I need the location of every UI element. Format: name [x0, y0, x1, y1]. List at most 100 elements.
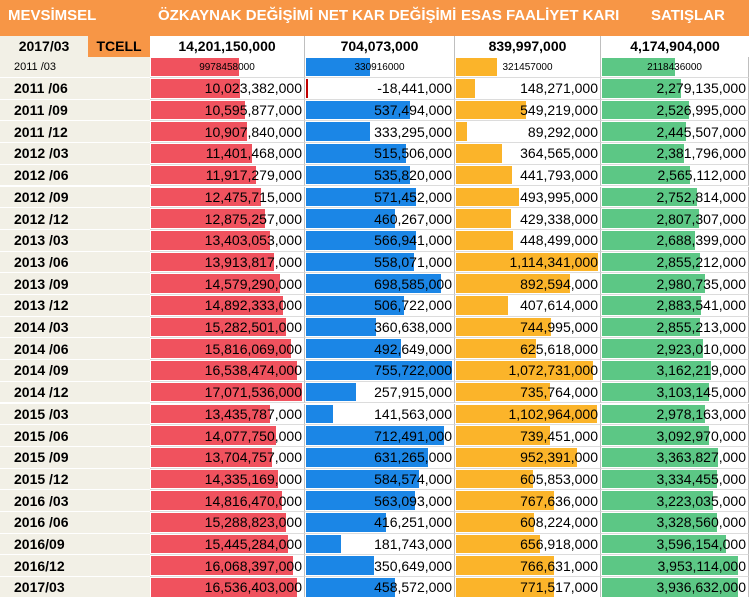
faaliyet-cell: 771,517,000: [455, 577, 601, 597]
row-period-label: 2014 /06: [0, 338, 150, 361]
faaliyet-bar: [456, 578, 554, 597]
row-period-label: 2012 /12: [0, 208, 150, 230]
ozkaynak-value: 14,816,470,000: [204, 492, 302, 509]
ozkaynak-cell: 15,288,823,000: [150, 512, 305, 534]
ozkaynak-value: 10,023,382,000: [204, 80, 302, 97]
netkar-bar: [306, 230, 416, 250]
table-row: 2015 /09 13,704,757,000 631,265,000 952,391…: [0, 446, 749, 469]
ozkaynak-bar: [151, 58, 239, 76]
netkar-bar: [306, 339, 401, 359]
faaliyet-value: 952,391,000: [520, 449, 598, 466]
satislar-value: 2,565,112,000: [657, 167, 747, 184]
netkar-bar: [306, 426, 444, 445]
netkar-value: 515,506,000: [374, 145, 452, 162]
satislar-value: 2,279,135,000: [656, 80, 746, 97]
ozkaynak-value: 16,536,403,000: [204, 579, 302, 596]
netkar-value: 333,295,000: [374, 123, 452, 140]
netkar-cell: 333,295,000: [305, 121, 455, 144]
faaliyet-cell: 605,853,000: [455, 468, 601, 491]
netkar-cell: 506,722,000: [305, 295, 455, 317]
netkar-value: 460,267,000: [374, 210, 452, 227]
period-column-header: MEVSİMSEL: [8, 7, 97, 24]
ozkaynak-cell: 17,071,536,000: [150, 381, 305, 404]
netkar-bar: [306, 513, 386, 532]
faaliyet-cell: 608,224,000: [455, 512, 601, 534]
satislar-cell: 2,279,135,000: [601, 78, 749, 100]
faaliyet-bar: [456, 79, 475, 98]
faaliyet-value: 625,618,000: [520, 340, 598, 357]
faaliyet-bar: [456, 187, 519, 207]
netkar-value: 350,649,000: [374, 557, 452, 574]
faaliyet-cell: 892,594,000: [455, 273, 601, 295]
netkar-cell: 566,941,000: [305, 229, 455, 252]
ozkaynak-bar: [151, 79, 240, 98]
satislar-value: 3,363,827,000: [656, 449, 746, 466]
satislar-bar: [602, 122, 686, 142]
netkar-cell: 416,251,000: [305, 512, 455, 534]
faaliyet-value: 735,764,000: [520, 384, 598, 401]
faaliyet-value: 549,219,000: [520, 102, 598, 119]
satislar-value: 2,855,212,000: [656, 253, 746, 270]
netkar-bar: [306, 578, 395, 597]
netkar-value: 535,820,000: [374, 167, 452, 184]
satislar-value: 3,936,632,000: [656, 579, 746, 596]
satislar-bar: [602, 165, 690, 185]
ozkaynak-value: 11,917,279,000: [205, 167, 302, 184]
ozkaynak-cell: 10,023,382,000: [150, 78, 305, 100]
row-period-label: 2014 /12: [0, 381, 150, 404]
ozkaynak-bar: [151, 361, 297, 380]
netkar-cell: 181,743,000: [305, 533, 455, 556]
netkar-value: -18,441,000: [377, 80, 452, 97]
table-row: 2012 /06 11,917,279,000 535,820,000 441,793…: [0, 164, 749, 187]
satislar-bar: [602, 230, 695, 250]
ozkaynak-bar: [151, 122, 247, 142]
faaliyet-value: 148,271,000: [520, 80, 598, 97]
ozkaynak-bar: [151, 296, 283, 315]
current-faaliyet: 839,997,000: [455, 36, 601, 57]
faaliyet-bar: [456, 144, 502, 163]
satislar-value: 3,596,154,000: [656, 536, 746, 553]
satislar-cell: 3,162,219,000: [601, 360, 749, 382]
netkar-cell: 563,093,000: [305, 490, 455, 512]
satislar-value: 2,752,814,000: [656, 188, 746, 205]
netkar-value: 558,071,000: [374, 253, 452, 270]
satislar-cell: 3,223,035,000: [601, 490, 749, 512]
ozkaynak-bar: [151, 578, 297, 597]
faaliyet-cell: 735,764,000: [455, 381, 601, 404]
satislar-cell: 3,328,560,000: [601, 512, 749, 534]
faaliyet-bar: [456, 122, 467, 142]
faaliyet-bar: [456, 382, 550, 402]
netkar-cell: 755,722,000: [305, 360, 455, 382]
netkar-cell: 584,574,000: [305, 468, 455, 491]
netkar-value: 537,494,000: [374, 102, 452, 119]
faaliyet-bar: [456, 230, 513, 250]
netkar-cell: 535,820,000: [305, 164, 455, 187]
satislar-bar: [602, 382, 709, 402]
faaliyet-bar: [456, 491, 554, 510]
satislar-value: 2,445,507,000: [656, 123, 746, 140]
row-period-label: 2011 /09: [0, 99, 150, 122]
ozkaynak-value: 15,282,501,000: [204, 319, 302, 336]
row-period-label: 2014 /03: [0, 316, 150, 339]
netkar-cell: 141,563,000: [305, 403, 455, 426]
faaliyet-bar: [456, 165, 512, 185]
ozkaynak-bar: [151, 469, 278, 489]
ozkaynak-bar: [151, 144, 252, 163]
ozkaynak-bar: [151, 534, 288, 554]
satislar-value: 2,883,541,000: [656, 297, 746, 314]
row-period-label: 2013 /03: [0, 229, 150, 252]
netkar-cell: -18,441,000: [305, 78, 455, 100]
netkar-bar: [306, 209, 395, 228]
faaliyet-cell: 767,636,000: [455, 490, 601, 512]
satislar-bar: [602, 534, 726, 554]
ozkaynak-cell: 10,595,877,000: [150, 99, 305, 122]
faaliyet-bar: [456, 252, 598, 272]
satislar-value: 3,092,970,000: [656, 427, 746, 444]
ticker-cell[interactable]: TCELL: [88, 36, 150, 57]
row-period-label: 2012 /06: [0, 164, 150, 187]
faaliyet-cell: 364,565,000: [455, 143, 601, 165]
satislar-cell: 2,883,541,000: [601, 295, 749, 317]
faaliyet-bar: [456, 404, 597, 424]
satislar-bar: [602, 404, 705, 424]
netkar-value: 416,251,000: [374, 514, 452, 531]
